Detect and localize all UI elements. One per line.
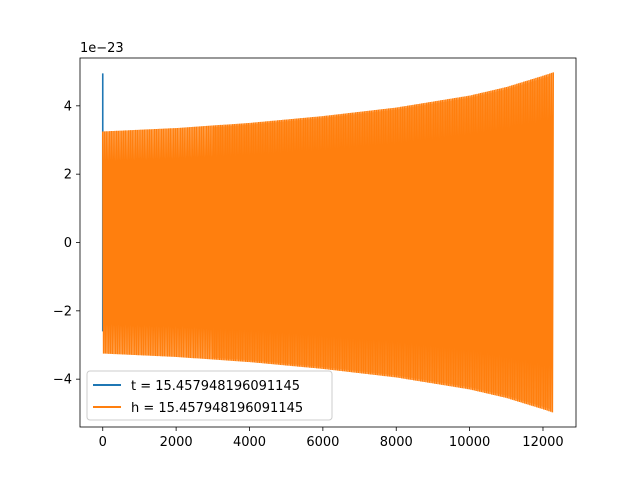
x-tick-label: 10000 bbox=[449, 435, 490, 450]
legend-label: h = 15.457948196091145 bbox=[131, 401, 303, 416]
series-layer bbox=[101, 72, 554, 413]
x-axis: 0 2000 4000 6000 8000 10000 12000 bbox=[99, 427, 564, 450]
legend-label: t = 15.457948196091145 bbox=[131, 379, 300, 394]
x-tick-label: 4000 bbox=[233, 435, 266, 450]
y-tick-label: −4 bbox=[53, 373, 72, 388]
x-tick-label: 2000 bbox=[160, 435, 193, 450]
legend: t = 15.457948196091145 h = 15.45794819609… bbox=[86, 370, 333, 421]
x-tick-label: 6000 bbox=[306, 435, 339, 450]
y-tick-label: −2 bbox=[53, 304, 72, 319]
series-h-dense-fill bbox=[212, 75, 551, 410]
x-tick-label: 12000 bbox=[522, 435, 563, 450]
legend-box bbox=[86, 370, 333, 421]
x-tick-label: 0 bbox=[99, 435, 107, 450]
x-tick-label: 8000 bbox=[380, 435, 413, 450]
y-axis: 4 2 0 −2 −4 bbox=[53, 99, 80, 388]
y-offset-text: 1e−23 bbox=[80, 41, 124, 56]
y-tick-label: 4 bbox=[64, 99, 72, 114]
y-tick-label: 0 bbox=[64, 236, 72, 251]
y-tick-label: 2 bbox=[64, 168, 72, 183]
